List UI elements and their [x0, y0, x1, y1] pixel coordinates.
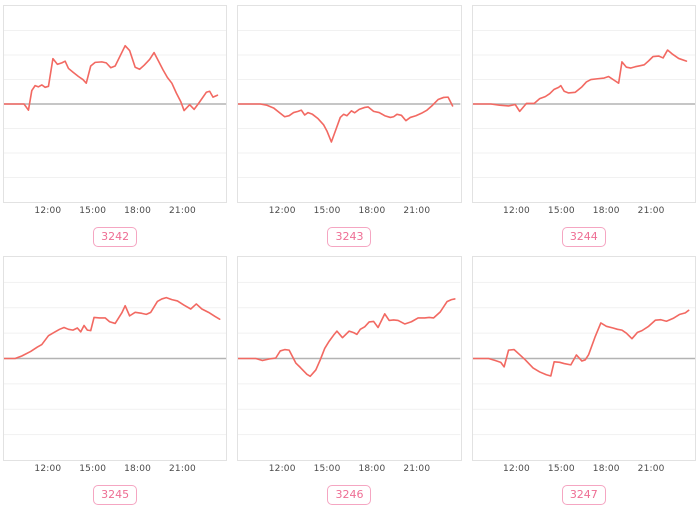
- line-chart-3244: [471, 5, 696, 203]
- line-chart-svg: [4, 282, 227, 436]
- x-axis-3243: 12:00 15:00 18:00 21:00: [237, 206, 461, 218]
- x-tick: 15:00: [313, 464, 341, 475]
- x-tick: 15:00: [79, 464, 107, 475]
- badge-row: 3244: [472, 225, 696, 248]
- x-axis-3247: 12:00 15:00 18:00 21:00: [472, 464, 696, 476]
- line-chart-svg: [238, 30, 461, 179]
- chart-id-badge-3244[interactable]: 3244: [561, 227, 606, 248]
- chart-panel-3246: 12:00 15:00 18:00 21:00 3246: [237, 256, 462, 514]
- x-tick: 18:00: [124, 464, 152, 475]
- x-tick: 12:00: [268, 206, 296, 216]
- x-tick: 15:00: [547, 206, 575, 216]
- x-tick: 12:00: [34, 464, 62, 475]
- x-tick: 15:00: [313, 206, 341, 216]
- badge-row: 3246: [237, 483, 461, 506]
- x-tick: 18:00: [358, 464, 386, 475]
- x-tick: 18:00: [592, 206, 620, 216]
- badge-row: 3243: [237, 225, 461, 248]
- x-tick: 21:00: [637, 206, 665, 216]
- x-tick: 12:00: [34, 206, 62, 216]
- chart-panel-3244: 12:00 15:00 18:00 21:00 3244: [471, 5, 696, 256]
- chart-panel-3245: 12:00 15:00 18:00 21:00 3245: [3, 256, 228, 514]
- x-tick: 18:00: [124, 206, 152, 216]
- chart-id-badge-3242[interactable]: 3242: [93, 227, 138, 248]
- x-tick: 12:00: [268, 464, 296, 475]
- chart-id-badge-3247[interactable]: 3247: [561, 485, 606, 506]
- chart-panel-3247: 12:00 15:00 18:00 21:00 3247: [471, 256, 696, 514]
- x-tick: 12:00: [503, 206, 530, 216]
- line-chart-3246: [237, 256, 462, 462]
- chart-panel-3243: 12:00 15:00 18:00 21:00 3243: [237, 5, 462, 256]
- x-axis-3244: 12:00 15:00 18:00 21:00: [472, 206, 696, 218]
- chart-panel-3242: 12:00 15:00 18:00 21:00 3242: [3, 5, 228, 256]
- x-axis-3242: 12:00 15:00 18:00 21:00: [3, 206, 227, 218]
- line-chart-3247: [471, 256, 696, 462]
- line-chart-svg: [472, 282, 695, 436]
- badge-row: 3242: [3, 225, 227, 248]
- line-chart-3243: [237, 5, 462, 203]
- line-chart-svg: [238, 282, 461, 436]
- x-tick: 21:00: [168, 206, 196, 216]
- line-chart-svg: [4, 30, 227, 179]
- x-tick: 21:00: [403, 464, 431, 475]
- line-chart-3245: [3, 256, 228, 462]
- x-tick: 21:00: [403, 206, 431, 216]
- x-tick: 12:00: [503, 464, 530, 475]
- chart-id-badge-3246[interactable]: 3246: [327, 485, 372, 506]
- line-chart-3242: [3, 5, 228, 203]
- x-tick: 15:00: [79, 206, 107, 216]
- chart-id-badge-3245[interactable]: 3245: [93, 485, 138, 506]
- line-chart-svg: [472, 30, 695, 179]
- chart-id-badge-3243[interactable]: 3243: [327, 227, 372, 248]
- x-tick: 18:00: [358, 206, 386, 216]
- x-tick: 21:00: [637, 464, 665, 475]
- badge-row: 3247: [472, 483, 696, 506]
- x-axis-3246: 12:00 15:00 18:00 21:00: [237, 464, 461, 476]
- x-axis-3245: 12:00 15:00 18:00 21:00: [3, 464, 227, 476]
- x-tick: 18:00: [592, 464, 620, 475]
- badge-row: 3245: [3, 483, 227, 506]
- x-tick: 15:00: [547, 464, 575, 475]
- x-tick: 21:00: [168, 464, 196, 475]
